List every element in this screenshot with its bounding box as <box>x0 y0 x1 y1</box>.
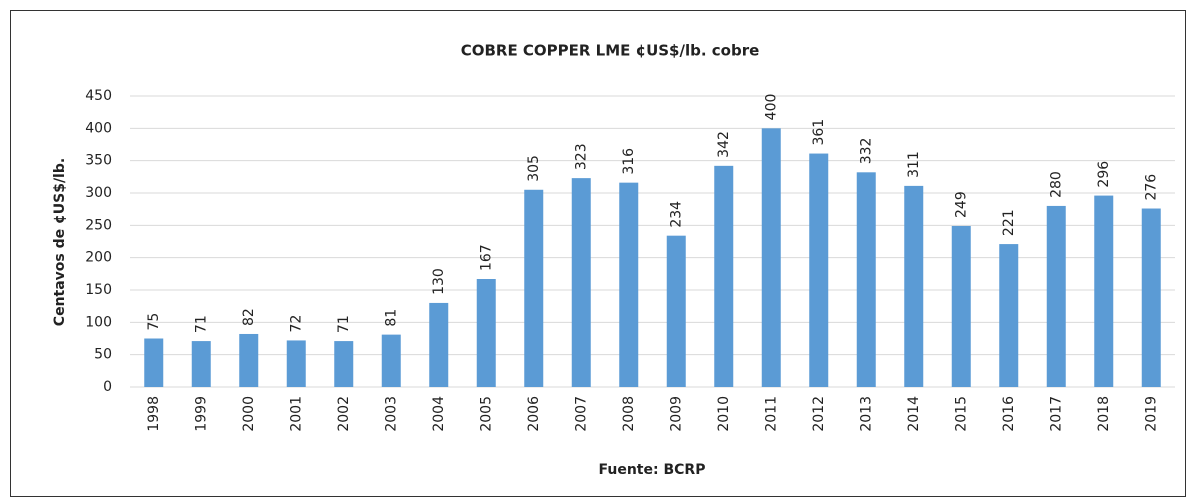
bar <box>286 340 306 387</box>
y-tick-label: 450 <box>85 88 112 104</box>
chart-frame <box>10 10 1186 497</box>
x-tick-label: 1999 <box>193 396 209 432</box>
y-tick-label: 250 <box>85 217 112 233</box>
bar <box>334 341 354 387</box>
y-tick-label: 200 <box>85 250 112 266</box>
data-label: 342 <box>716 131 732 158</box>
y-tick-label: 50 <box>94 347 112 363</box>
bar <box>571 178 591 387</box>
y-tick-label: 0 <box>103 379 112 395</box>
chart-title: COBRE COPPER LME ¢US$/lb. cobre <box>461 42 760 60</box>
x-tick-label: 2000 <box>241 396 257 432</box>
x-tick-label: 2005 <box>478 396 494 432</box>
y-tick-label: 100 <box>85 314 112 330</box>
data-label: 130 <box>431 268 447 295</box>
bar <box>524 189 544 387</box>
x-tick-label: 2012 <box>811 396 827 432</box>
bar <box>856 172 876 387</box>
data-label: 316 <box>621 148 637 175</box>
data-label: 400 <box>763 94 779 121</box>
bar <box>1046 205 1066 387</box>
data-label: 305 <box>526 155 542 182</box>
x-tick-label: 2019 <box>1143 396 1159 432</box>
bar <box>1094 195 1114 387</box>
data-label: 72 <box>288 315 304 333</box>
bar <box>144 338 164 387</box>
bar <box>191 341 211 387</box>
bar <box>619 182 639 387</box>
data-label: 361 <box>811 119 827 146</box>
data-label: 71 <box>336 315 352 333</box>
x-tick-label: 2018 <box>1096 396 1112 432</box>
data-label: 81 <box>383 309 399 327</box>
x-tick-label: 2013 <box>858 396 874 432</box>
x-tick-label: 2007 <box>573 396 589 432</box>
y-tick-label: 300 <box>85 185 112 201</box>
bar <box>761 128 781 388</box>
data-label: 75 <box>146 313 162 331</box>
x-tick-label: 2015 <box>953 396 969 432</box>
bar <box>1141 208 1161 387</box>
bar <box>999 244 1019 387</box>
x-tick-label: 2008 <box>621 396 637 432</box>
data-label: 311 <box>906 151 922 178</box>
x-tick-label: 2011 <box>763 396 779 432</box>
data-label: 167 <box>478 244 494 271</box>
data-label: 249 <box>953 191 969 218</box>
bar <box>476 279 496 387</box>
data-label: 280 <box>1048 171 1064 198</box>
x-tick-label: 2017 <box>1048 396 1064 432</box>
y-axis-label: Centavos de ¢US$/lb. <box>52 158 68 326</box>
bar <box>904 185 924 387</box>
y-tick-label: 150 <box>85 282 112 298</box>
x-tick-label: 2002 <box>336 396 352 432</box>
x-tick-label: 2010 <box>716 396 732 432</box>
y-tick-label: 400 <box>85 120 112 136</box>
x-axis-label: Fuente: BCRP <box>599 462 706 478</box>
data-label: 296 <box>1096 161 1112 188</box>
x-tick-label: 2016 <box>1001 396 1017 432</box>
data-label: 221 <box>1001 209 1017 236</box>
x-tick-label: 2009 <box>668 396 684 432</box>
data-label: 82 <box>241 308 257 326</box>
bar <box>809 153 829 387</box>
x-tick-label: 2003 <box>383 396 399 432</box>
bar <box>951 225 971 387</box>
data-label: 234 <box>668 201 684 228</box>
bar <box>429 302 449 387</box>
data-label: 276 <box>1143 174 1159 201</box>
bar <box>239 333 259 387</box>
x-tick-label: 2004 <box>431 396 447 432</box>
x-tick-label: 2006 <box>526 396 542 432</box>
x-tick-label: 2001 <box>288 396 304 432</box>
bar <box>381 334 401 387</box>
bar <box>666 235 686 387</box>
bar <box>714 165 734 387</box>
data-label: 71 <box>193 315 209 333</box>
y-tick-label: 350 <box>85 153 112 169</box>
data-label: 323 <box>573 143 589 170</box>
x-tick-label: 2014 <box>906 396 922 432</box>
x-tick-label: 1998 <box>146 396 162 432</box>
data-label: 332 <box>858 138 874 165</box>
